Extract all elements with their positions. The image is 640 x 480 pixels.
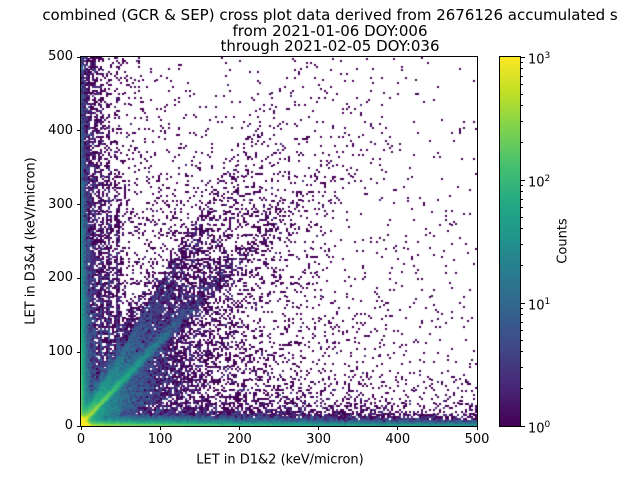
colorbar-major-tick bbox=[521, 179, 525, 181]
colorbar-minor-tick bbox=[521, 83, 523, 85]
x-tick bbox=[159, 426, 161, 430]
colorbar-gradient bbox=[500, 57, 520, 426]
y-tick bbox=[77, 425, 81, 427]
colorbar-tick-label: 103 bbox=[528, 51, 551, 68]
x-tick-label: 100 bbox=[147, 432, 173, 447]
y-axis-label: LET in D3&4 (keV/micron) bbox=[23, 157, 39, 325]
x-tick bbox=[397, 426, 399, 430]
title-line-3: through 2021-02-05 DOY:036 bbox=[220, 37, 440, 55]
y-tick-label: 500 bbox=[48, 49, 73, 64]
colorbar-minor-tick bbox=[521, 191, 523, 193]
plot-title: combined (GCR & SEP) cross plot data der… bbox=[42, 6, 618, 55]
colorbar-minor-tick bbox=[521, 228, 523, 230]
y-tick bbox=[77, 351, 81, 353]
x-tick-label: 200 bbox=[226, 432, 252, 447]
colorbar-minor-tick bbox=[521, 243, 523, 245]
colorbar-minor-tick bbox=[521, 366, 523, 368]
colorbar-minor-tick bbox=[521, 68, 523, 70]
x-tick-label: 0 bbox=[76, 432, 86, 447]
colorbar-minor-tick bbox=[521, 265, 523, 267]
colorbar-minor-tick bbox=[521, 206, 523, 208]
colorbar-minor-tick bbox=[521, 216, 523, 218]
plot-area bbox=[80, 56, 478, 427]
colorbar-tick-label: 100 bbox=[528, 420, 551, 437]
x-tick bbox=[80, 426, 82, 430]
colorbar-minor-tick bbox=[521, 185, 523, 187]
colorbar-minor-tick bbox=[521, 198, 523, 200]
colorbar-minor-tick bbox=[521, 120, 523, 122]
colorbar-major-tick bbox=[521, 302, 525, 304]
colorbar-tick-label: 102 bbox=[528, 174, 551, 191]
histogram-canvas bbox=[81, 57, 477, 426]
y-tick-label: 200 bbox=[48, 270, 73, 286]
y-tick bbox=[77, 56, 81, 58]
y-tick-label: 100 bbox=[48, 344, 73, 360]
x-tick-label: 500 bbox=[464, 432, 490, 447]
colorbar-minor-tick bbox=[521, 308, 523, 310]
x-axis-label: LET in D1&2 (keV/micron) bbox=[196, 452, 364, 468]
colorbar-tick-label: 101 bbox=[528, 297, 551, 314]
colorbar bbox=[499, 56, 521, 427]
colorbar-minor-tick bbox=[521, 339, 523, 341]
colorbar-minor-tick bbox=[521, 314, 523, 316]
colorbar-minor-tick bbox=[521, 75, 523, 77]
colorbar-minor-tick bbox=[521, 105, 523, 107]
y-tick bbox=[77, 277, 81, 279]
colorbar-minor-tick bbox=[521, 388, 523, 390]
colorbar-minor-tick bbox=[521, 62, 523, 64]
title-line-2: from 2021-01-06 DOY:006 bbox=[232, 21, 428, 40]
y-tick-label: 0 bbox=[64, 418, 73, 433]
colorbar-minor-tick bbox=[521, 329, 523, 331]
colorbar-minor-tick bbox=[521, 351, 523, 353]
y-tick-label: 400 bbox=[48, 122, 73, 138]
x-tick bbox=[238, 426, 240, 430]
colorbar-major-tick bbox=[521, 56, 525, 58]
x-tick-label: 300 bbox=[306, 432, 331, 447]
y-tick bbox=[77, 204, 81, 206]
colorbar-minor-tick bbox=[521, 142, 523, 144]
y-tick bbox=[77, 130, 81, 132]
colorbar-label: Counts bbox=[555, 218, 571, 264]
colorbar-major-tick bbox=[521, 425, 525, 427]
x-tick bbox=[476, 426, 478, 430]
x-tick bbox=[318, 426, 320, 430]
title-line-1: combined (GCR & SEP) cross plot data der… bbox=[42, 6, 618, 24]
colorbar-minor-tick bbox=[521, 321, 523, 323]
colorbar-minor-tick bbox=[521, 93, 523, 95]
x-tick-label: 400 bbox=[385, 432, 411, 447]
y-tick-label: 300 bbox=[48, 196, 73, 212]
